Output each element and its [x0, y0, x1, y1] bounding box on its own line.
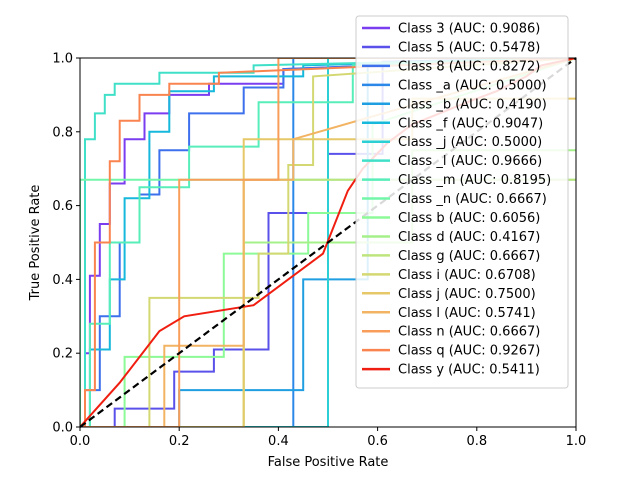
legend-entry: Class _m (AUC: 0.8195) — [398, 173, 551, 188]
legend-entry: Class _f (AUC: 0.9047) — [398, 116, 543, 131]
roc-line-15 — [80, 58, 576, 427]
legend-entry: Class l (AUC: 0.5741) — [398, 306, 536, 321]
x-tick-label: 0.6 — [367, 434, 388, 449]
x-tick-label: 0.8 — [466, 434, 487, 449]
legend-box — [355, 15, 569, 389]
legend-entry: Class y (AUC: 0.5411) — [398, 363, 540, 378]
roc-line-17 — [80, 58, 576, 427]
x-axis-ticks: 0.0 0.2 0.4 0.6 0.8 1.0 — [70, 427, 587, 449]
legend-entry: Class _j (AUC: 0.5000) — [398, 135, 542, 150]
legend-entry: Class _l (AUC: 0.9666) — [398, 154, 542, 169]
y-tick-label: 0.0 — [52, 421, 73, 436]
legend-entry: Class n (AUC: 0.6667) — [398, 325, 540, 340]
x-tick-label: 0.0 — [70, 434, 91, 449]
x-tick-label: 0.2 — [169, 434, 190, 449]
roc-line-16 — [80, 58, 576, 427]
legend-entry: Class 8 (AUC: 0.8272) — [398, 59, 540, 74]
legend-entry: Class _n (AUC: 0.6667) — [398, 192, 547, 207]
legend-entry: Class _b (AUC: 0.4190) — [398, 97, 547, 112]
y-tick-label: 0.8 — [52, 125, 73, 140]
roc-line-13 — [80, 58, 576, 427]
y-tick-label: 0.2 — [52, 347, 73, 362]
x-tick-label: 0.4 — [268, 434, 289, 449]
y-tick-label: 0.6 — [52, 199, 73, 214]
legend: Class 3 (AUC: 0.9086) Class 5 (AUC: 0.547… — [355, 15, 569, 389]
legend-entry: Class d (AUC: 0.4167) — [398, 230, 540, 245]
roc-line-8 — [80, 58, 576, 427]
legend-entry: Class j (AUC: 0.7500) — [398, 287, 536, 302]
legend-entry: Class 3 (AUC: 0.9086) — [398, 22, 540, 37]
legend-entry: Class g (AUC: 0.6667) — [398, 249, 540, 264]
roc-line-5 — [80, 58, 576, 427]
plot-frame — [79, 57, 577, 428]
legend-entry: Class i (AUC: 0.6708) — [398, 268, 536, 283]
legend-entry: Class _a (AUC: 0.5000) — [398, 78, 547, 93]
y-axis-ticks: 0.0 0.2 0.4 0.6 0.8 1.0 — [52, 52, 80, 436]
legend-entry: Class q (AUC: 0.9267) — [398, 344, 540, 359]
y-axis-label: True Positive Rate — [28, 185, 43, 302]
legend-entry: Class b (AUC: 0.6056) — [398, 211, 540, 226]
y-tick-label: 1.0 — [52, 52, 73, 67]
diagonal-reference-line — [79, 57, 577, 428]
y-tick-label: 0.4 — [52, 273, 73, 288]
legend-entry: Class 5 (AUC: 0.5478) — [398, 40, 540, 55]
x-axis-label: False Positive Rate — [268, 455, 389, 470]
x-tick-label: 1.0 — [566, 434, 587, 449]
